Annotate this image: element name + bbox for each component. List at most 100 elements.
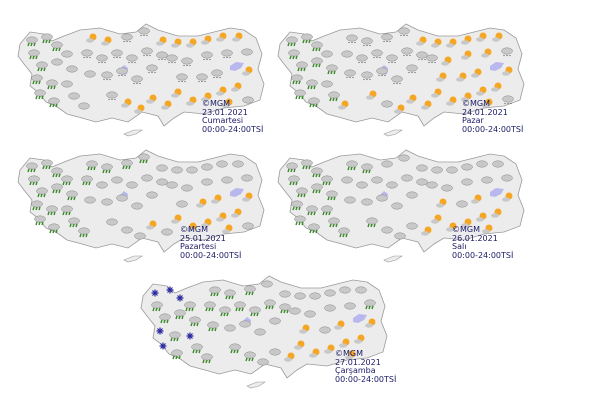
rain-icon <box>326 190 338 201</box>
sun-cloud-icon <box>339 338 350 348</box>
cloudy-icon <box>304 310 316 318</box>
sun-cloud-icon <box>431 214 442 224</box>
cloudy-icon <box>381 100 393 108</box>
cloudy-icon <box>371 176 383 184</box>
cloudy-icon <box>416 178 428 186</box>
forecast-period: 00:00-24:00TSİ <box>202 124 264 134</box>
snow-cloud-icon <box>176 73 188 83</box>
sun-cloud-icon <box>146 94 157 104</box>
cloudy-icon <box>216 160 228 168</box>
sun-cloud-icon <box>441 56 452 66</box>
turkey-map <box>277 23 525 137</box>
sun-cloud-icon <box>146 220 157 230</box>
cloudy-icon <box>254 328 266 336</box>
forecast-period: 00:00-24:00TSİ <box>462 124 524 134</box>
snow-cloud-icon <box>111 49 123 59</box>
snow-icon <box>186 332 194 340</box>
sun-cloud-icon <box>456 72 467 82</box>
cloudy-icon <box>221 176 233 184</box>
cloudy-icon <box>257 358 269 366</box>
snow-cloud-icon <box>502 95 514 105</box>
cloudy-icon <box>131 202 143 210</box>
snow-cloud-icon <box>121 33 133 43</box>
rain-icon <box>311 57 323 68</box>
cloudy-icon <box>96 181 108 189</box>
rain-icon <box>366 217 378 228</box>
sun-cloud-icon <box>232 32 243 42</box>
turkey-map <box>140 275 388 389</box>
cloudy-icon <box>232 160 244 168</box>
sun-cloud-icon <box>134 104 145 114</box>
rain-icon <box>301 159 313 170</box>
sun-cloud-icon <box>476 32 487 42</box>
cloudy-icon <box>66 65 78 73</box>
snow-cloud-icon <box>406 64 418 74</box>
rain-icon <box>189 316 201 327</box>
forecast-period: 00:00-24:00TSİ <box>452 250 514 260</box>
cloudy-icon <box>324 304 336 312</box>
snow-cloud-icon <box>201 51 213 61</box>
cloudy-icon <box>355 286 367 294</box>
rain-icon <box>264 299 276 310</box>
cloudy-icon <box>324 289 336 297</box>
sun-cloud-icon <box>294 340 305 350</box>
copyright: ©MGM <box>202 99 231 108</box>
sun-cloud-icon <box>171 214 182 224</box>
forecast-day: Çarşamba <box>335 366 376 375</box>
cloudy-icon <box>181 184 193 192</box>
cloudy-icon <box>406 191 418 199</box>
rain-icon <box>46 205 58 216</box>
sun-cloud-icon <box>171 38 182 48</box>
cloudy-icon <box>361 198 373 206</box>
rain-icon <box>51 167 63 178</box>
forecast-day: Pazartesi <box>180 242 217 251</box>
cyprus-outline <box>123 255 143 263</box>
cloudy-icon <box>146 191 158 199</box>
rain-icon <box>61 175 73 186</box>
snow-cloud-icon <box>106 91 118 101</box>
rain-icon <box>326 64 338 75</box>
sun-cloud-icon <box>156 36 167 46</box>
cloudy-icon <box>269 317 281 325</box>
rain-icon <box>311 41 323 52</box>
rain-icon <box>28 175 40 186</box>
snow-cloud-icon <box>181 57 193 67</box>
cloudy-icon <box>156 164 168 172</box>
snow-cloud-icon <box>391 75 403 85</box>
rain-icon <box>328 91 340 102</box>
rain-icon <box>286 36 298 47</box>
snow-cloud-icon <box>166 54 178 64</box>
sun-cloud-icon <box>186 222 197 232</box>
rain-icon <box>249 306 261 317</box>
rain-icon <box>86 160 98 171</box>
rain-icon <box>26 162 38 173</box>
forecast-day: Salı <box>452 242 467 251</box>
cloudy-icon <box>476 160 488 168</box>
map-caption: ©MGM 25.01.2021 Pazartesi 00:00-24:00TSİ <box>180 225 241 260</box>
cloudy-icon <box>121 226 133 234</box>
snow-cloud-icon <box>96 54 108 64</box>
rain-icon <box>244 285 256 296</box>
lake-van <box>230 188 244 197</box>
sun-cloud-icon <box>446 38 457 48</box>
sun-cloud-icon <box>222 224 233 234</box>
sun-cloud-icon <box>502 192 513 202</box>
cloudy-icon <box>381 160 393 168</box>
snow-cloud-icon <box>356 54 368 64</box>
sun-cloud-icon <box>354 334 365 344</box>
copyright: ©MGM <box>335 349 364 358</box>
sun-cloud-icon <box>461 218 472 228</box>
sun-cloud-icon <box>201 35 212 45</box>
snow-cloud-icon <box>381 33 393 43</box>
rain-icon <box>121 159 133 170</box>
cloudy-icon <box>84 196 96 204</box>
map-caption: ©MGM 26.01.2021 Salı 00:00-24:00TSİ <box>452 225 514 260</box>
sun-cloud-icon <box>482 224 493 234</box>
rain-icon <box>31 74 43 85</box>
cloudy-icon <box>294 292 306 300</box>
cloudy-icon <box>141 174 153 182</box>
sun-cloud-icon <box>216 86 227 96</box>
cloudy-icon <box>61 80 73 88</box>
sun-cloud-icon <box>461 35 472 45</box>
cloudy-icon <box>279 290 291 298</box>
